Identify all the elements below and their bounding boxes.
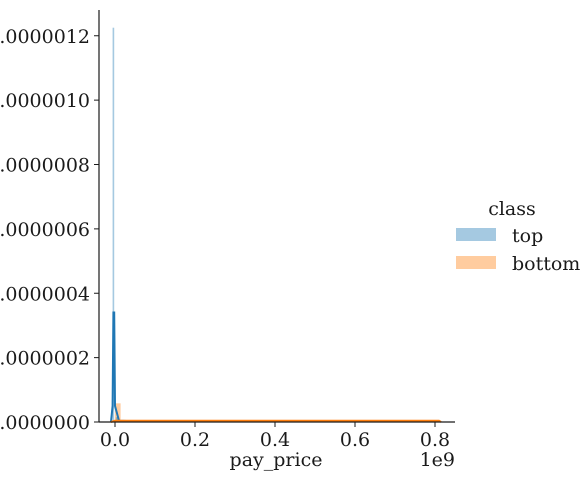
- axes-layer: [99, 10, 455, 422]
- kde-line-top: [111, 313, 439, 422]
- x-tick-label-0: 0.0: [100, 429, 130, 451]
- ticks-layer: 0.0 0.2 0.4 0.6 0.8 0.0000000 0.0000002 0.00000…: [0, 26, 450, 451]
- y-tick-label-2: 0.0000004: [0, 283, 90, 305]
- y-tick-label-6: 0.0000012: [0, 26, 90, 48]
- kde-layer: [111, 313, 441, 422]
- legend: class top bottom: [456, 198, 580, 275]
- legend-swatch-top: [456, 228, 496, 241]
- x-tick-label-2: 0.4: [260, 429, 290, 451]
- x-tick-label-3: 0.6: [340, 429, 370, 451]
- y-tick-label-0: 0.0000000: [0, 412, 90, 434]
- x-tick-label-4: 0.8: [420, 429, 450, 451]
- bars-layer: [113, 28, 439, 422]
- y-tick-label-5: 0.0000010: [0, 90, 90, 112]
- x-tick-label-1: 0.2: [180, 429, 210, 451]
- y-tick-label-4: 0.0000008: [0, 155, 90, 177]
- x-axis-offset-label: 1e9: [420, 449, 455, 471]
- y-tick-label-3: 0.0000006: [0, 219, 90, 241]
- legend-label-top: top: [512, 225, 543, 247]
- legend-label-bottom: bottom: [512, 253, 580, 275]
- legend-swatch-bottom: [456, 256, 496, 269]
- y-tick-label-1: 0.0000002: [0, 348, 90, 370]
- x-axis-label: pay_price: [230, 449, 323, 471]
- legend-title: class: [488, 198, 536, 220]
